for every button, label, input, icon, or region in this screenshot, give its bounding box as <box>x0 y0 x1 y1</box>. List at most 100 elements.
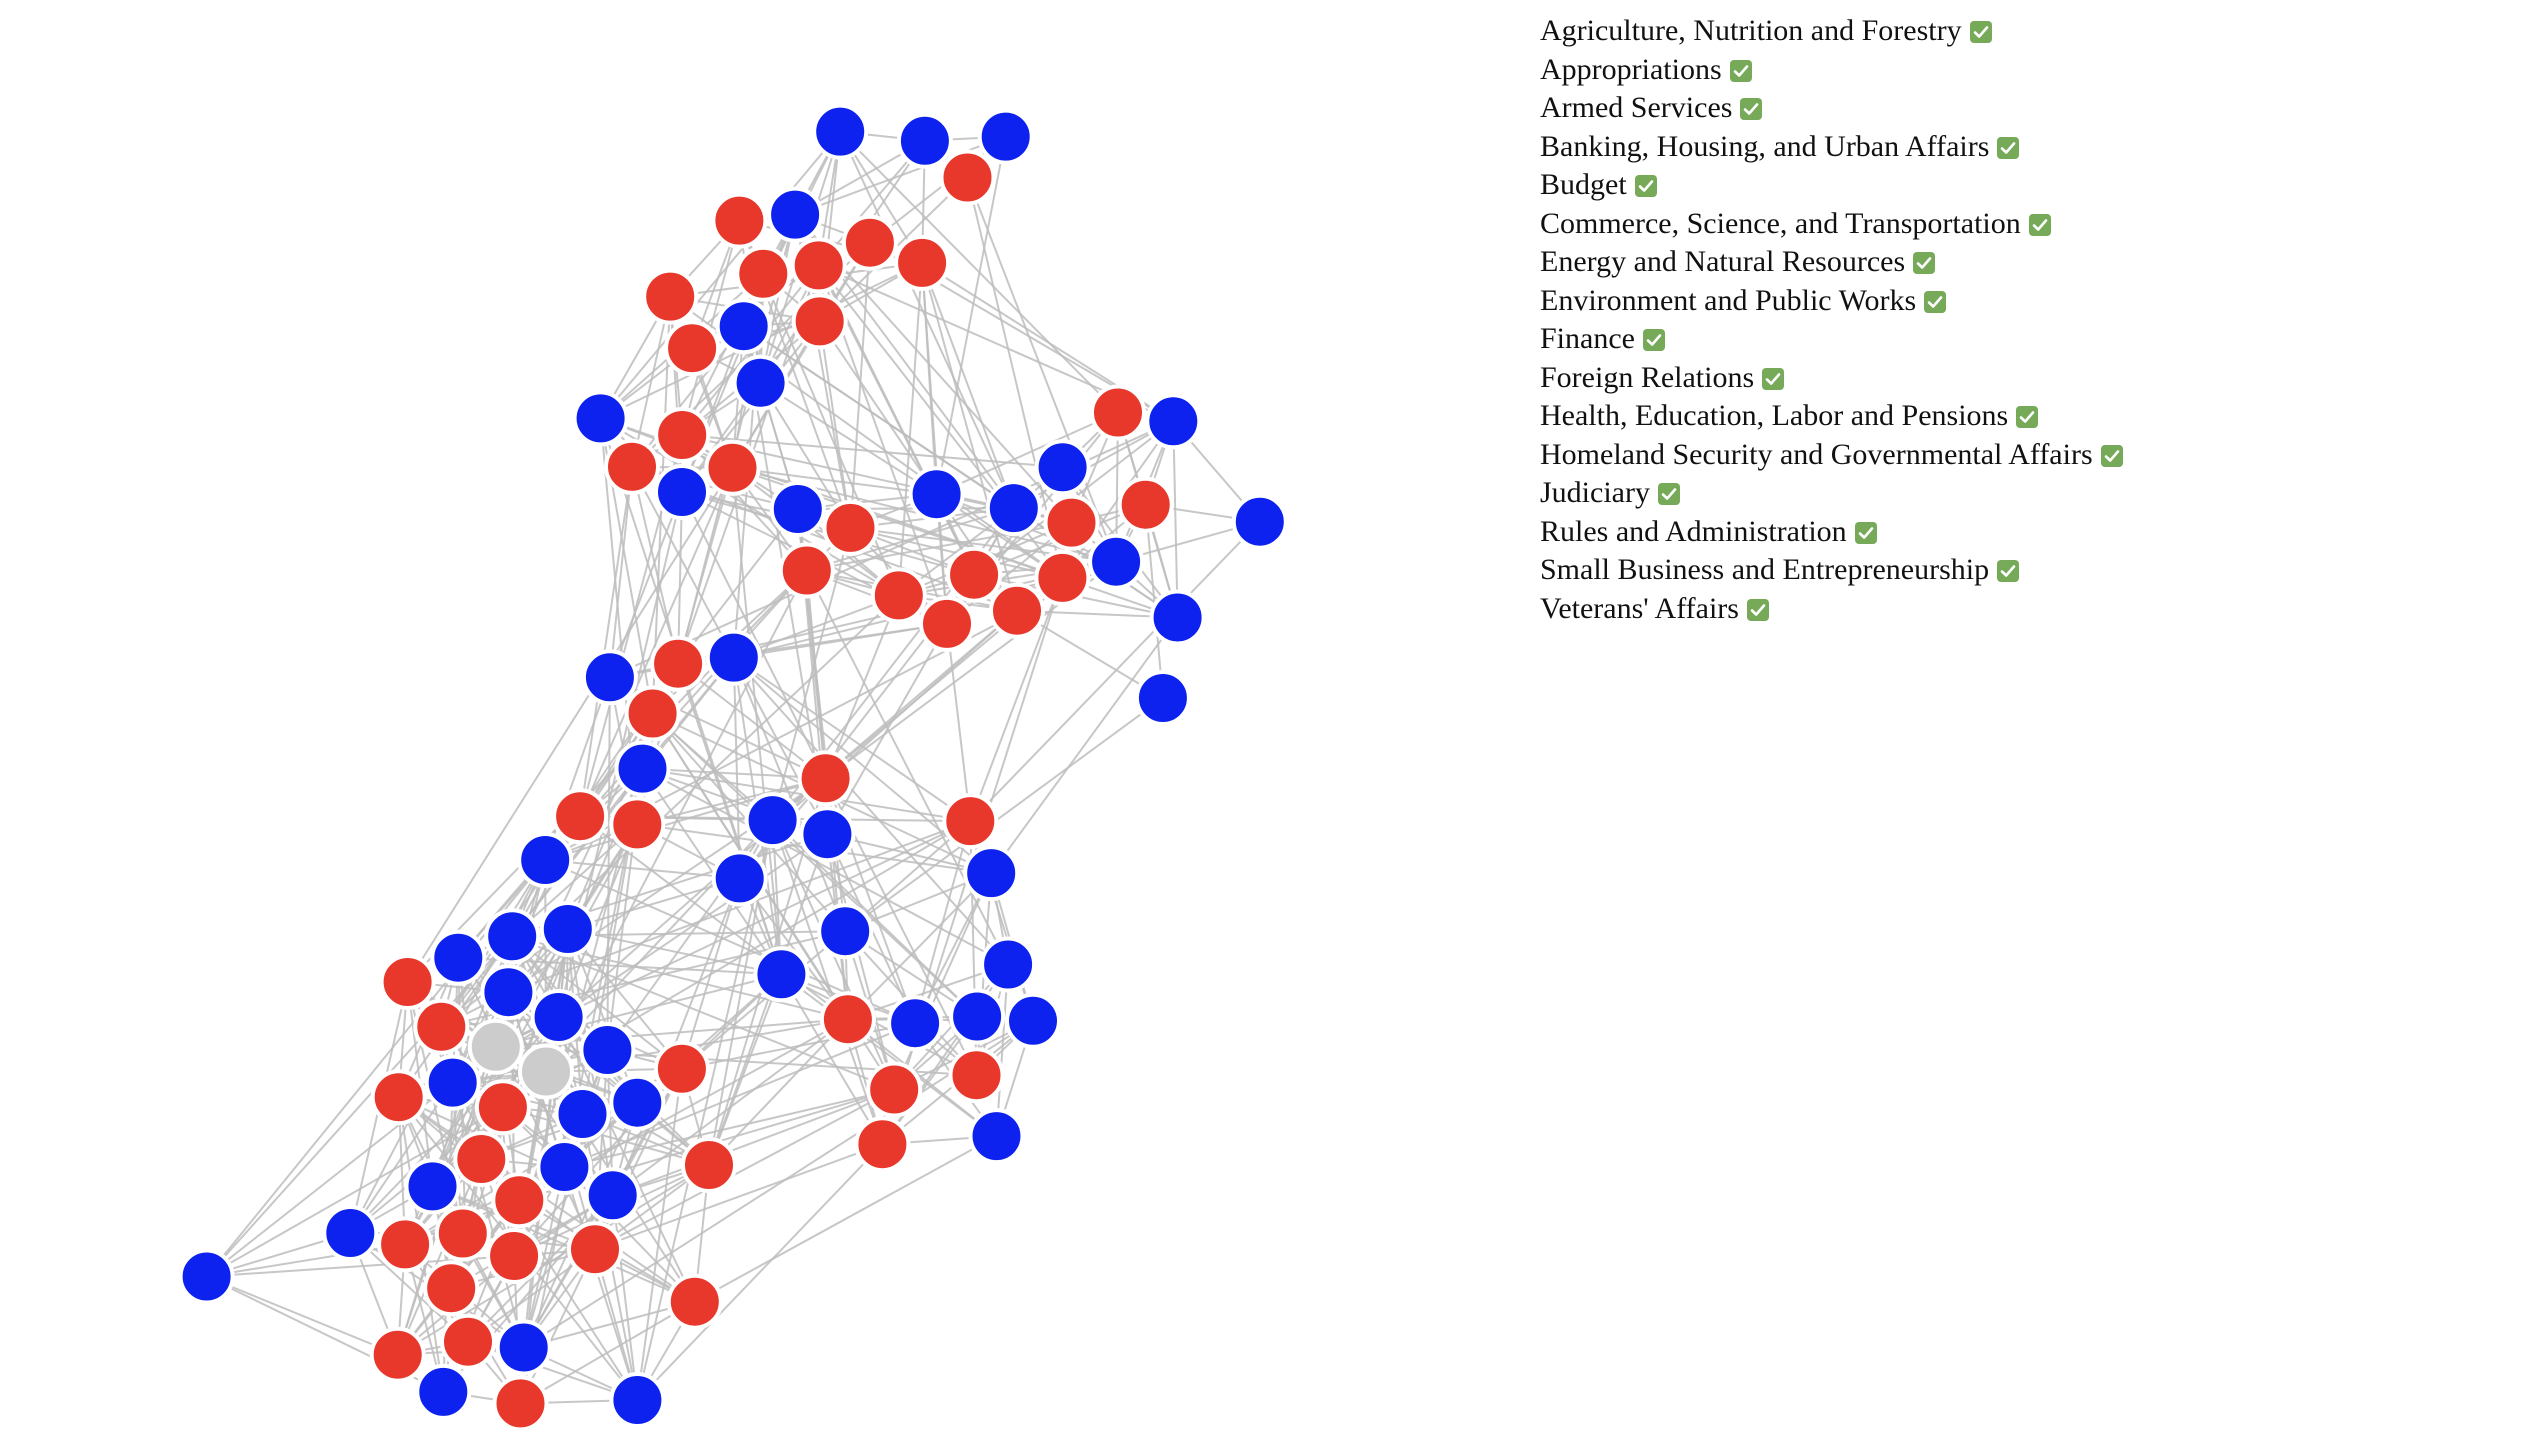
senator-node-democrat[interactable] <box>767 186 824 243</box>
senator-node-democrat[interactable] <box>732 354 789 411</box>
checkbox-checked-icon[interactable] <box>1657 483 1680 506</box>
senator-node-democrat[interactable] <box>415 1363 472 1420</box>
senator-node-democrat[interactable] <box>609 1074 666 1131</box>
senator-node-republican[interactable] <box>919 595 975 652</box>
checkbox-checked-icon[interactable] <box>1740 98 1763 121</box>
senate-network-graph[interactable] <box>0 0 1500 1440</box>
senator-node-republican[interactable] <box>735 245 792 302</box>
senator-node-democrat[interactable] <box>968 1108 1025 1165</box>
senator-node-democrat[interactable] <box>887 995 944 1052</box>
senator-node-republican[interactable] <box>778 542 835 599</box>
committee-item[interactable]: Rules and Administration <box>1540 513 2123 552</box>
senator-node-republican[interactable] <box>819 991 876 1048</box>
committee-item[interactable]: Energy and Natural Resources <box>1540 243 2123 282</box>
senator-node-democrat[interactable] <box>715 298 772 355</box>
senator-node-republican[interactable] <box>379 954 436 1010</box>
senator-node-democrat[interactable] <box>579 1022 636 1078</box>
committee-item[interactable]: Small Business and Entrepreneurship <box>1540 551 2123 590</box>
graph-nodes[interactable] <box>178 103 1288 1432</box>
senator-node-democrat[interactable] <box>812 103 869 160</box>
senator-node-democrat[interactable] <box>539 901 596 957</box>
senator-node-democrat[interactable] <box>753 946 810 1003</box>
senator-node-republican[interactable] <box>797 750 854 807</box>
senator-node-republican[interactable] <box>1034 549 1091 606</box>
committee-item[interactable]: Agriculture, Nutrition and Forestry <box>1540 12 2123 51</box>
senator-node-democrat[interactable] <box>572 390 629 447</box>
senator-node-independent[interactable] <box>518 1043 574 1100</box>
senator-node-democrat[interactable] <box>908 466 965 523</box>
senator-node-republican[interactable] <box>370 1069 427 1126</box>
checkbox-checked-icon[interactable] <box>1729 59 1752 82</box>
committee-item[interactable]: Health, Education, Labor and Pensions <box>1540 397 2123 436</box>
senator-node-democrat[interactable] <box>799 806 856 863</box>
senator-node-republican[interactable] <box>1043 494 1100 551</box>
senator-node-democrat[interactable] <box>609 1372 666 1428</box>
senator-node-democrat[interactable] <box>1034 439 1091 496</box>
committee-item[interactable]: Foreign Relations <box>1540 359 2123 398</box>
senator-node-republican[interactable] <box>948 1047 1005 1104</box>
checkbox-checked-icon[interactable] <box>1913 252 1936 275</box>
committee-item[interactable]: Armed Services <box>1540 89 2123 128</box>
senator-node-democrat[interactable] <box>322 1205 379 1261</box>
checkbox-checked-icon[interactable] <box>1969 21 1992 44</box>
checkbox-checked-icon[interactable] <box>1634 175 1657 198</box>
senator-node-republican[interactable] <box>989 582 1045 639</box>
checkbox-checked-icon[interactable] <box>1746 598 1769 621</box>
senator-node-republican[interactable] <box>552 788 609 845</box>
senator-node-republican[interactable] <box>413 998 470 1055</box>
senator-node-democrat[interactable] <box>963 845 1020 902</box>
senator-node-republican[interactable] <box>666 1273 723 1330</box>
senator-node-republican[interactable] <box>486 1228 543 1284</box>
senator-node-republican[interactable] <box>453 1131 510 1187</box>
senator-node-democrat[interactable] <box>424 1054 481 1111</box>
senator-node-republican[interactable] <box>609 796 666 853</box>
senator-node-republican[interactable] <box>624 685 681 742</box>
senator-node-republican[interactable] <box>369 1326 426 1383</box>
senator-node-democrat[interactable] <box>705 629 762 686</box>
senator-node-democrat[interactable] <box>985 480 1042 537</box>
senator-node-republican[interactable] <box>894 234 951 291</box>
senator-node-democrat[interactable] <box>614 740 671 797</box>
senator-node-democrat[interactable] <box>949 988 1006 1045</box>
senator-node-republican[interactable] <box>664 320 721 377</box>
senator-node-republican[interactable] <box>474 1079 531 1136</box>
senator-node-democrat[interactable] <box>178 1248 235 1305</box>
senator-node-republican[interactable] <box>1090 384 1146 441</box>
senator-node-republican[interactable] <box>870 567 927 624</box>
senator-node-independent[interactable] <box>467 1018 524 1075</box>
senator-node-democrat[interactable] <box>480 964 537 1021</box>
senator-node-republican[interactable] <box>704 439 761 496</box>
checkbox-checked-icon[interactable] <box>2100 444 2123 467</box>
senator-node-democrat[interactable] <box>769 481 826 537</box>
senator-node-democrat[interactable] <box>517 832 574 888</box>
senator-node-republican[interactable] <box>604 438 660 495</box>
senator-node-republican[interactable] <box>942 793 999 850</box>
senator-node-republican[interactable] <box>434 1205 491 1262</box>
senator-node-republican[interactable] <box>492 1375 549 1432</box>
senator-node-republican[interactable] <box>567 1221 623 1278</box>
senator-node-republican[interactable] <box>654 407 711 463</box>
senator-node-democrat[interactable] <box>530 989 587 1045</box>
senator-node-democrat[interactable] <box>1231 493 1288 550</box>
senator-node-republican[interactable] <box>866 1061 923 1118</box>
senator-node-democrat[interactable] <box>1145 393 1202 450</box>
senator-node-republican[interactable] <box>939 149 996 206</box>
senator-node-republican[interactable] <box>791 293 848 350</box>
senator-node-republican[interactable] <box>650 635 707 692</box>
senator-node-democrat[interactable] <box>654 464 710 520</box>
senator-node-democrat[interactable] <box>1005 992 1061 1049</box>
senator-node-democrat[interactable] <box>581 649 638 706</box>
senator-node-republican[interactable] <box>681 1137 737 1193</box>
senator-node-democrat[interactable] <box>977 108 1034 165</box>
senator-node-republican[interactable] <box>1117 476 1174 533</box>
checkbox-checked-icon[interactable] <box>1924 290 1947 313</box>
senator-node-republican[interactable] <box>440 1313 496 1370</box>
senator-node-democrat[interactable] <box>817 903 874 960</box>
committee-item[interactable]: Environment and Public Works <box>1540 282 2123 321</box>
senator-node-republican[interactable] <box>423 1260 480 1317</box>
senator-node-democrat[interactable] <box>495 1319 552 1376</box>
senator-node-republican[interactable] <box>491 1172 548 1229</box>
committee-item[interactable]: Budget <box>1540 166 2123 205</box>
committee-item[interactable]: Veterans' Affairs <box>1540 590 2123 629</box>
senator-node-democrat[interactable] <box>896 112 953 169</box>
